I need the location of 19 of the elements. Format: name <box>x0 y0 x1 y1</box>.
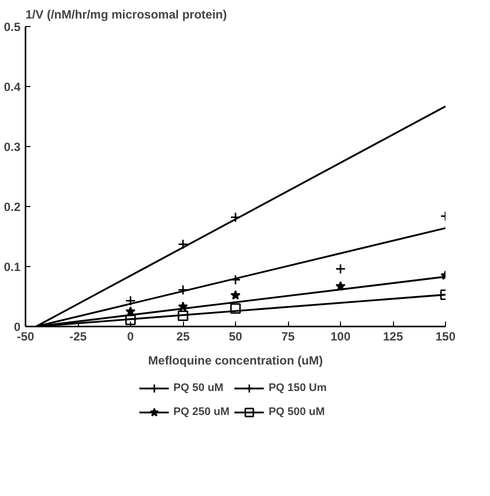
x-tick-label: 50 <box>228 330 242 344</box>
x-tick-label: 125 <box>382 330 404 344</box>
y-tick-label: 0.2 <box>4 200 21 214</box>
y-axis-title: 1/V (/nM/hr/mg microsomal protein) <box>26 8 227 22</box>
legend-label: PQ 500 uM <box>268 405 325 419</box>
y-tick-label: 0.4 <box>4 80 21 94</box>
y-tick-label: 0.3 <box>4 140 21 154</box>
x-tick-label: 150 <box>435 330 456 344</box>
legend-label: PQ 250 uM <box>173 405 230 419</box>
x-tick-label: 75 <box>281 330 295 344</box>
y-tick-label: 0.5 <box>4 20 21 34</box>
y-tick-label: 0.1 <box>4 260 21 274</box>
x-axis-title: Mefloquine concentration (uM) <box>148 354 323 368</box>
x-tick-label: 25 <box>176 330 190 344</box>
x-tick-label: 100 <box>330 330 351 344</box>
legend-label: PQ 150 Um <box>268 381 327 395</box>
x-tick-label: 0 <box>127 330 134 344</box>
legend-label: PQ 50 uM <box>173 381 224 395</box>
x-tick-label: -25 <box>69 330 87 344</box>
